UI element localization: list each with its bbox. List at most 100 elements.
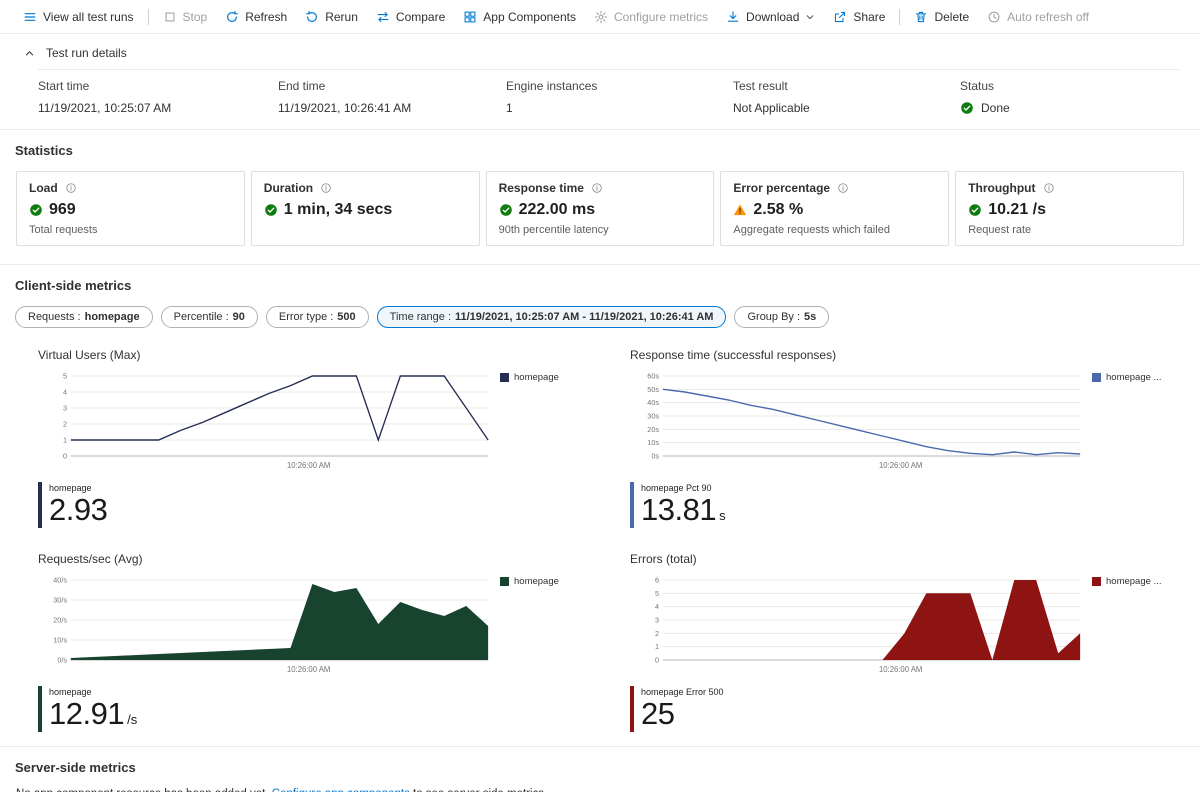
svg-text:0s: 0s [651,451,659,460]
auto-refresh-label: Auto refresh off [1007,9,1089,24]
legend-swatch [500,577,509,586]
error-type-filter-pill[interactable]: Error type :500 [265,306,369,328]
app-components-button[interactable]: App Components [454,6,585,28]
configure-app-components-link[interactable]: Configure app components [272,788,410,792]
requests-per-sec-chart-block: Requests/sec (Avg) 0/s 10/s 20/s 30/s 40/s 10… [38,552,586,732]
load-card: Load 969 Total requests [16,171,245,246]
svg-text:10:26:00 AM: 10:26:00 AM [287,461,330,470]
group-by-filter-pill[interactable]: Group By :5s [734,306,830,328]
success-icon [29,203,43,217]
share-button[interactable]: Share [824,6,894,28]
error-type-filter-label: Error type : [278,311,334,323]
view-list-icon [23,10,37,24]
legend-swatch [500,373,509,382]
svg-text:5: 5 [655,589,659,598]
success-icon [499,203,513,217]
compare-button[interactable]: Compare [367,6,454,28]
percentile-filter-pill[interactable]: Percentile :90 [160,306,258,328]
legend-label: homepage [514,576,559,587]
svg-text:0/s: 0/s [57,655,67,664]
virtual-users-chart-title: Virtual Users (Max) [38,348,141,362]
delete-icon [914,10,928,24]
svg-text:20s: 20s [647,425,659,434]
delete-label: Delete [934,9,970,24]
app-components-label: App Components [483,9,576,24]
column-test-result: Test result [733,79,788,93]
svg-text:2: 2 [655,629,659,638]
success-icon [264,203,278,217]
test-run-details-table: Start time End time Engine instances Tes… [38,69,1180,129]
summary-unit: s [719,508,726,523]
summary-value: 2.93 [49,492,108,527]
clock-icon [987,10,1001,24]
group-by-filter-value: 5s [804,311,817,323]
chevron-up-icon [24,48,35,59]
load-description: Total requests [29,224,98,236]
column-status: Status [960,79,995,93]
info-icon[interactable] [837,182,849,194]
time-range-filter-pill[interactable]: Time range : 11/19/2021, 10:25:07 AM - 11… [376,306,727,328]
rerun-button[interactable]: Rerun [296,6,367,28]
client-metrics-heading: Client-side metrics [15,278,132,293]
share-label: Share [853,9,886,24]
client-metrics-section: Client-side metrics Requests : homepage P… [0,278,1200,328]
toolbar-divider [147,8,149,25]
virtual-users-summary: homepage 2.93 [38,482,586,528]
legend-item[interactable]: homepage ... [1092,576,1178,587]
summary-label: homepage Pct 90 [641,483,712,493]
details-table-header: Start time End time Engine instances Tes… [38,79,1180,101]
toolbar-divider [899,8,901,25]
duration-value: 1 min, 34 secs [283,201,393,218]
share-icon [833,10,847,24]
legend-item[interactable]: homepage [500,576,586,587]
test-run-details-toggle[interactable]: Test run details [0,34,1200,69]
requests-per-sec-legend: homepage [500,575,586,678]
legend-item[interactable]: homepage [500,372,586,383]
statistics-heading: Statistics [15,143,73,158]
response-time-summary: homepage Pct 90 13.81 s [630,482,1178,528]
summary-label: homepage [49,687,92,697]
errors-plot: 0 1 2 3 4 5 6 10:26:00 AM [630,575,1084,678]
load-value: 969 [49,201,76,218]
configure-metrics-button: Configure metrics [585,6,717,28]
throughput-description: Request rate [968,224,1032,236]
svg-text:0: 0 [655,655,659,664]
percentile-filter-label: Percentile : [173,311,229,323]
refresh-button[interactable]: Refresh [216,6,296,28]
requests-filter-label: Requests : [28,311,81,323]
info-icon[interactable] [320,182,332,194]
requests-filter-pill[interactable]: Requests : homepage [15,306,153,328]
response-time-description: 90th percentile latency [498,224,609,236]
response-time-chart-title: Response time (successful responses) [630,348,837,362]
configure-metrics-label: Configure metrics [614,9,709,24]
info-icon[interactable] [591,182,603,194]
view-all-test-runs-label: View all test runs [43,9,134,24]
summary-value: 25 [641,696,675,731]
download-button[interactable]: Download [717,6,824,28]
info-icon[interactable] [65,182,77,194]
percentile-filter-value: 90 [232,311,245,323]
empty-text-before: No app component resource has been added… [16,788,272,792]
toolbar-divider-line [0,33,1200,34]
requests-filter-value: homepage [84,311,140,323]
compare-icon [376,10,390,24]
error-percentage-title: Error percentage [733,181,831,195]
statistics-cards: Load 969 Total requests Duration 1 min, … [16,171,1184,246]
svg-text:40s: 40s [647,398,659,407]
svg-text:10/s: 10/s [53,635,67,644]
summary-marker [630,686,634,732]
delete-button[interactable]: Delete [905,6,978,28]
info-icon[interactable] [1043,182,1055,194]
svg-text:10:26:00 AM: 10:26:00 AM [879,461,922,470]
stop-label: Stop [182,9,208,24]
stop-icon [163,10,177,24]
errors-summary: homepage Error 500 25 [630,686,1178,732]
svg-text:4: 4 [655,602,659,611]
server-metrics-empty-text: No app component resource has been added… [16,788,1184,792]
legend-item[interactable]: homepage ... [1092,372,1178,383]
view-all-test-runs-button[interactable]: View all test runs [14,6,143,28]
configure-metrics-icon [594,10,608,24]
toolbar: View all test runs Stop Refresh Rerun Co… [0,0,1200,33]
svg-text:1: 1 [655,642,659,651]
svg-text:1: 1 [63,435,67,444]
